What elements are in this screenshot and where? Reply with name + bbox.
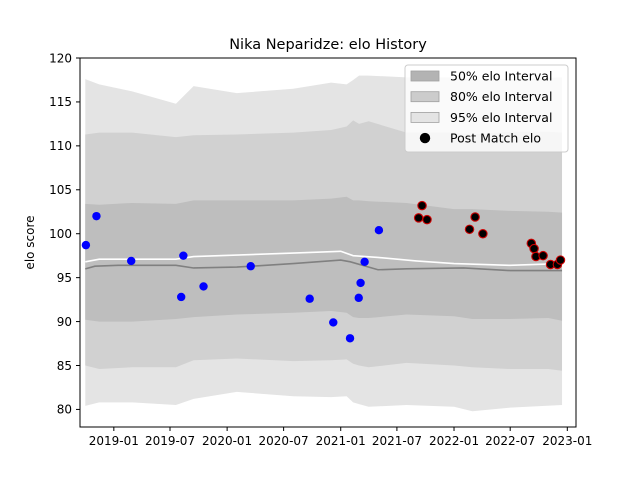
match-point-13: [374, 226, 384, 235]
x-tick-label-6: 2022-01: [429, 434, 479, 448]
plot-area: [81, 75, 566, 412]
y-tick-label-5: 105: [49, 183, 72, 197]
match-point-3: [176, 292, 186, 302]
y-tick-label-3: 95: [57, 271, 72, 285]
match-point-0: [81, 240, 91, 250]
y-tick-label-1: 85: [57, 359, 72, 373]
median-elo-line: [85, 259, 563, 272]
x-tick-label-3: 2020-07: [259, 434, 309, 448]
x-tick-label-2: 2020-01: [202, 434, 252, 448]
match-point-9: [345, 334, 355, 343]
x-tick-label-5: 2021-07: [372, 434, 422, 448]
match-point-2: [127, 256, 136, 266]
match-point-5: [199, 282, 208, 291]
y-tick-label-0: 80: [57, 403, 72, 417]
legend-label-2: 95% elo Interval: [450, 110, 552, 125]
legend-swatch-1: [410, 91, 440, 103]
match-point-21: [529, 243, 539, 254]
axes-frame: [79, 57, 577, 428]
y-tick-label-4: 100: [49, 227, 72, 241]
x-axis-ticks: 2019-01 2019-07 2020-01 2020-07 2021-01 2021-…: [89, 427, 592, 448]
match-point-11: [356, 278, 365, 288]
x-tick-label-7: 2022-07: [485, 434, 535, 448]
match-point-6: [246, 262, 255, 271]
y-tick-label-7: 115: [49, 95, 72, 109]
match-point-16: [422, 214, 432, 225]
legend-box: [404, 64, 569, 153]
legend-marker-3: [419, 132, 431, 144]
x-tick-label-1: 2019-07: [145, 434, 195, 448]
match-point-17: [464, 224, 475, 235]
legend-swatch-2: [410, 112, 440, 123]
match-point-26: [555, 255, 566, 265]
match-point-19: [478, 228, 488, 239]
match-point-18: [470, 212, 480, 222]
match-point-15: [417, 200, 427, 211]
legend: 50% elo Interval 80% elo Interval 95% elo …: [404, 64, 569, 153]
legend-label-3: Post Match elo: [450, 131, 541, 146]
match-point-12: [360, 257, 369, 267]
y-tick-label-6: 110: [49, 139, 72, 153]
match-point-10: [354, 293, 363, 303]
y-axis-label: elo score: [23, 215, 37, 269]
match-point-23: [538, 250, 548, 261]
chart-title: Nika Neparidze: elo History: [229, 37, 427, 53]
x-tick-label-8: 2023-01: [542, 434, 592, 448]
plot-content: [81, 75, 566, 412]
x-tick-label-4: 2021-01: [316, 434, 366, 448]
match-point-8: [329, 318, 338, 327]
mean-elo-line: [85, 250, 563, 267]
y-tick-label-2: 90: [57, 315, 72, 329]
legend-label-0: 50% elo Interval: [450, 69, 552, 84]
y-tick-label-8: 120: [49, 51, 72, 65]
match-point-14: [413, 213, 424, 223]
match-point-7: [305, 294, 314, 303]
match-point-4: [179, 251, 188, 260]
match-point-1: [92, 211, 101, 221]
y-axis-ticks: 80 85 90 95 100 105 110 115 120: [49, 51, 80, 417]
legend-label-1: 80% elo Interval: [450, 89, 552, 104]
legend-swatch-0: [410, 70, 440, 82]
x-tick-label-0: 2019-01: [89, 434, 139, 448]
